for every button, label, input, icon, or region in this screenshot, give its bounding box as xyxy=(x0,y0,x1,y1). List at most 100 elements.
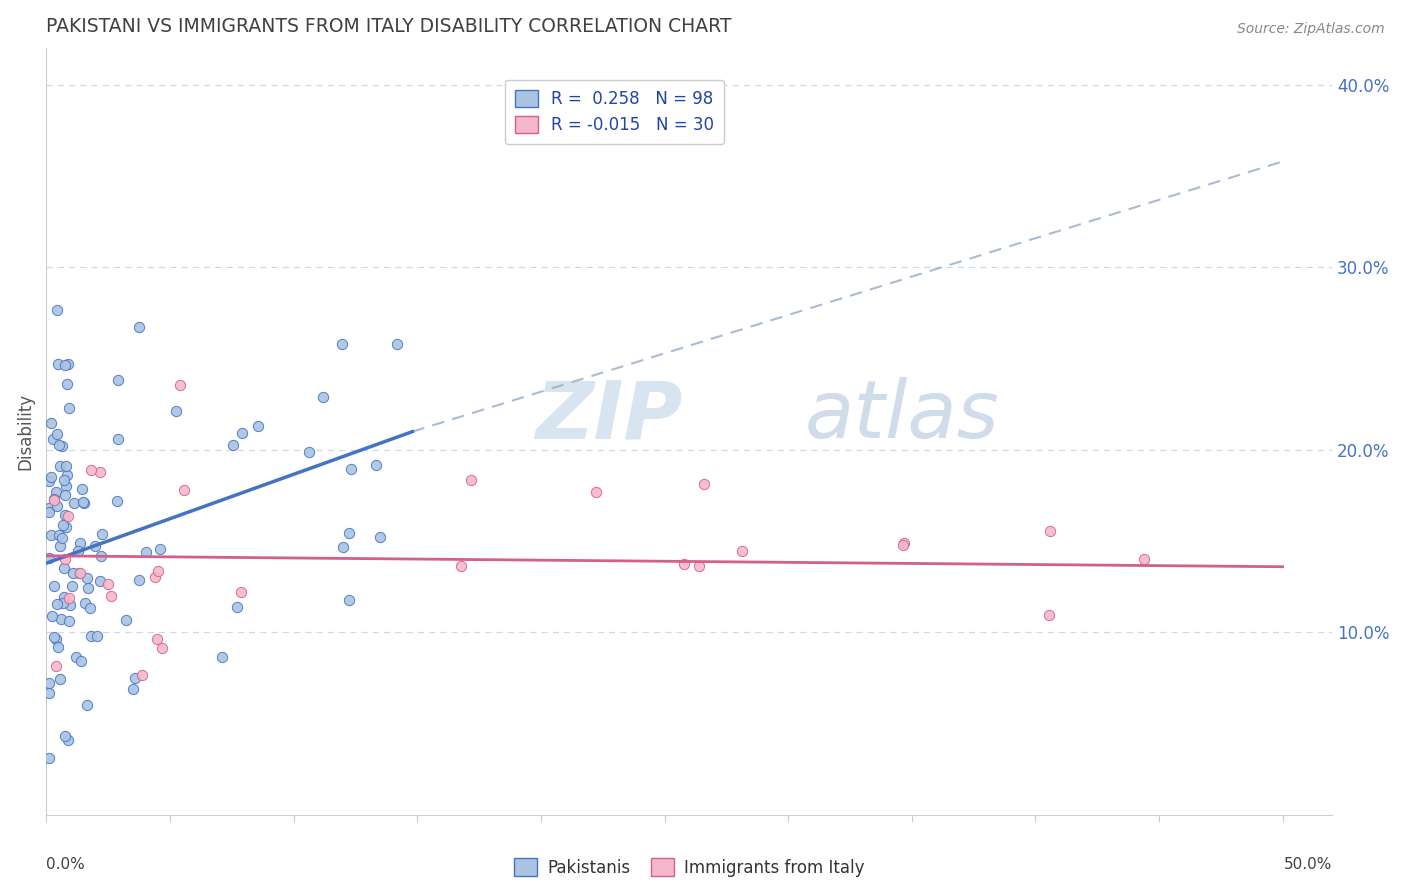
Point xyxy=(60,579,83,593)
Point xyxy=(146,564,169,578)
Point xyxy=(152,640,174,655)
Point xyxy=(55,479,77,493)
Point xyxy=(52,561,75,575)
Point xyxy=(48,438,70,452)
Point xyxy=(38,500,60,515)
Point xyxy=(115,613,138,627)
Point xyxy=(69,654,91,668)
Point xyxy=(312,390,335,404)
Point xyxy=(49,672,72,686)
Point xyxy=(83,539,105,553)
Point xyxy=(38,550,60,565)
Point xyxy=(86,629,108,643)
Point xyxy=(585,484,607,499)
Point xyxy=(460,473,482,487)
Point xyxy=(231,425,253,440)
Point xyxy=(100,589,122,603)
Point xyxy=(45,659,67,673)
Text: PAKISTANI VS IMMIGRANTS FROM ITALY DISABILITY CORRELATION CHART: PAKISTANI VS IMMIGRANTS FROM ITALY DISAB… xyxy=(46,17,733,36)
Point xyxy=(90,549,112,564)
Point xyxy=(364,458,387,473)
Point xyxy=(91,526,114,541)
Point xyxy=(53,359,76,373)
Point xyxy=(55,730,77,744)
Text: 50.0%: 50.0% xyxy=(1284,857,1331,872)
Point xyxy=(62,495,84,509)
Point xyxy=(222,438,245,452)
Point xyxy=(51,531,73,545)
Point xyxy=(42,432,65,446)
Point xyxy=(51,438,73,452)
Point xyxy=(332,541,354,555)
Point xyxy=(62,566,84,581)
Point xyxy=(72,494,94,508)
Point xyxy=(45,303,67,318)
Point xyxy=(39,417,62,431)
Point xyxy=(52,518,75,533)
Point xyxy=(97,577,120,591)
Point xyxy=(38,686,60,700)
Point xyxy=(149,542,172,557)
Point xyxy=(89,465,111,479)
Point xyxy=(59,599,82,613)
Point xyxy=(450,558,472,573)
Point xyxy=(56,467,79,482)
Point xyxy=(107,373,129,387)
Point xyxy=(53,488,76,502)
Point xyxy=(229,584,252,599)
Point xyxy=(44,630,66,644)
Point xyxy=(53,473,76,487)
Point xyxy=(80,463,103,477)
Point xyxy=(135,544,157,558)
Point xyxy=(55,520,77,534)
Point xyxy=(49,612,72,626)
Point xyxy=(38,474,60,488)
Point xyxy=(44,491,66,506)
Point xyxy=(128,320,150,334)
Point xyxy=(673,557,696,571)
Point xyxy=(70,482,93,496)
Point xyxy=(46,499,69,513)
Point xyxy=(165,404,187,418)
Point xyxy=(1132,552,1154,566)
Point xyxy=(38,676,60,690)
Point xyxy=(65,650,87,665)
Point xyxy=(46,640,69,655)
Point xyxy=(76,581,98,595)
Point xyxy=(80,629,103,643)
Point xyxy=(693,476,716,491)
Point xyxy=(58,401,80,416)
Point xyxy=(53,590,76,604)
Point xyxy=(330,337,353,351)
Point xyxy=(73,596,96,610)
Point xyxy=(105,493,128,508)
Point xyxy=(67,543,90,558)
Point xyxy=(124,671,146,685)
Point xyxy=(128,574,150,588)
Point xyxy=(368,530,391,544)
Point xyxy=(76,571,98,585)
Point xyxy=(41,608,63,623)
Text: atlas: atlas xyxy=(804,377,1000,455)
Point xyxy=(893,536,915,550)
Point xyxy=(39,470,62,484)
Point xyxy=(58,732,80,747)
Point xyxy=(39,527,62,541)
Point xyxy=(56,509,79,524)
Point xyxy=(49,458,72,473)
Point xyxy=(89,574,111,589)
Point xyxy=(45,632,67,646)
Point xyxy=(337,526,360,541)
Point xyxy=(38,505,60,519)
Point xyxy=(42,579,65,593)
Point xyxy=(385,337,408,351)
Point xyxy=(48,527,70,541)
Point xyxy=(58,357,80,371)
Point xyxy=(73,495,96,509)
Point xyxy=(226,600,249,615)
Point xyxy=(891,538,914,552)
Text: ZIP: ZIP xyxy=(534,377,682,455)
Point xyxy=(46,597,69,611)
Point xyxy=(339,592,361,607)
Point xyxy=(731,543,754,558)
